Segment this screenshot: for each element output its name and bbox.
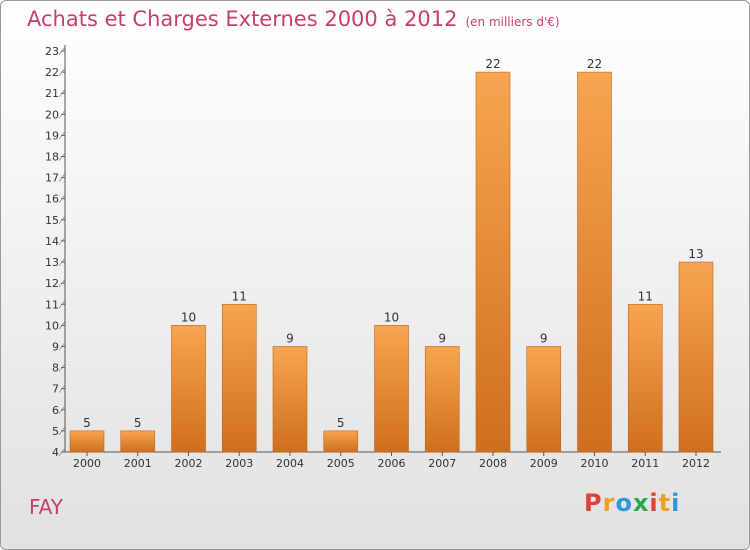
y-tick-slash xyxy=(58,215,66,225)
y-tick-label: 22 xyxy=(45,66,59,79)
value-label-2005: 5 xyxy=(337,416,345,430)
x-tick-label-2004: 2004 xyxy=(276,457,304,470)
y-tick-slash xyxy=(58,67,66,77)
value-label-2011: 11 xyxy=(638,289,653,303)
y-tick-slash xyxy=(58,342,66,351)
bar-2005 xyxy=(323,430,359,453)
bar-2010 xyxy=(577,71,612,453)
value-label-2009: 9 xyxy=(540,331,548,345)
logo-letter: i xyxy=(671,489,681,517)
y-tick-label: 20 xyxy=(45,108,59,121)
x-tick-label-2010: 2010 xyxy=(581,457,609,470)
y-tick-label: 16 xyxy=(45,193,59,206)
y-tick-slash xyxy=(58,278,66,288)
y-tick-slash xyxy=(58,321,66,330)
x-tick-label-2003: 2003 xyxy=(225,457,253,470)
value-label-2010: 22 xyxy=(587,57,602,71)
y-tick-label: 11 xyxy=(45,298,59,311)
y-tick-slash xyxy=(58,384,66,393)
bar-2008 xyxy=(475,71,511,453)
y-tick-slash xyxy=(58,300,66,309)
x-tick-label-2000: 2000 xyxy=(73,457,101,470)
x-tick-label-2006: 2006 xyxy=(378,457,406,470)
bar-2001 xyxy=(120,430,156,453)
y-tick-label: 4 xyxy=(52,446,59,459)
logo-letter: r xyxy=(602,489,616,517)
x-tick-label-2002: 2002 xyxy=(175,457,203,470)
bar-2009 xyxy=(526,346,562,453)
bar-2003 xyxy=(221,303,257,453)
y-tick-label: 5 xyxy=(52,425,59,438)
logo-letter: x xyxy=(632,489,650,517)
y-tick-label: 6 xyxy=(52,404,59,417)
chart-bars xyxy=(69,71,714,453)
y-tick-label: 10 xyxy=(45,319,59,332)
y-tick-slash xyxy=(58,447,66,457)
chart-axes: 4 5 6 7 8 9 10 11 12 13 14 15 16 17 18 19 20 21 22 23 xyxy=(45,45,721,459)
y-tick-label: 21 xyxy=(45,87,59,100)
bar-2004 xyxy=(272,346,308,453)
bar-2006 xyxy=(374,325,409,453)
logo-letter: o xyxy=(615,489,633,517)
y-tick-slash xyxy=(58,152,66,161)
x-tick-label-2001: 2001 xyxy=(124,457,152,470)
value-label-2012: 13 xyxy=(688,247,703,261)
chart-subtitle: (en milliers d'€) xyxy=(465,15,560,29)
y-tick-label: 19 xyxy=(45,129,59,142)
bar-2002 xyxy=(171,325,206,453)
y-tick-slash xyxy=(58,363,66,372)
y-tick-slash xyxy=(58,173,66,182)
bar-2007 xyxy=(424,346,460,453)
y-tick-label: 23 xyxy=(45,45,59,58)
value-label-2003: 11 xyxy=(232,289,247,303)
y-tick-slash xyxy=(58,46,66,56)
y-tick-slash xyxy=(58,405,66,414)
x-tick-label-2011: 2011 xyxy=(631,457,659,470)
x-tick-label-2005: 2005 xyxy=(327,457,355,470)
x-tick-label-2008: 2008 xyxy=(479,457,507,470)
bar-2011 xyxy=(627,303,663,453)
value-label-2000: 5 xyxy=(83,416,91,430)
y-tick-label: 9 xyxy=(52,340,59,353)
y-tick-slash xyxy=(58,89,66,98)
y-tick-label: 18 xyxy=(45,151,59,164)
logo-letter: i xyxy=(649,489,659,517)
value-label-2004: 9 xyxy=(286,331,294,345)
y-tick-label: 14 xyxy=(45,235,59,248)
y-tick-label: 12 xyxy=(45,277,59,290)
chart-title: Achats et Charges Externes 2000 à 2012 (e… xyxy=(27,7,560,31)
x-tick-label-2012: 2012 xyxy=(682,457,710,470)
commune-name: FAY xyxy=(29,495,64,519)
value-label-2007: 9 xyxy=(438,331,446,345)
x-tick-label-2009: 2009 xyxy=(530,457,558,470)
y-tick-label: 13 xyxy=(45,256,59,269)
x-tick-label-2007: 2007 xyxy=(428,457,456,470)
y-tick-slash xyxy=(58,257,66,267)
y-tick-slash xyxy=(58,426,66,436)
value-label-2006: 10 xyxy=(384,310,399,324)
y-tick-label: 15 xyxy=(45,214,59,227)
value-label-2001: 5 xyxy=(134,416,142,430)
y-tick-label: 8 xyxy=(52,362,59,375)
proxiti-logo: Proxiti xyxy=(584,489,680,517)
y-tick-label: 17 xyxy=(45,172,59,185)
bar-2012 xyxy=(678,261,714,453)
y-tick-slash xyxy=(58,236,66,246)
y-tick-slash xyxy=(58,110,66,119)
title-text: Achats et Charges Externes 2000 à 2012 xyxy=(27,7,458,31)
chart-labels: 5 2000 5 2001 10 2002 11 2003 9 2004 5 2005 10 2006 9 2… xyxy=(73,57,710,470)
value-label-2002: 10 xyxy=(181,310,196,324)
y-tick-slash xyxy=(58,194,66,203)
bar-2000 xyxy=(69,430,105,453)
value-label-2008: 22 xyxy=(485,57,500,71)
y-tick-label: 7 xyxy=(52,383,59,396)
logo-letter: t xyxy=(658,489,672,517)
y-tick-slash xyxy=(58,131,66,140)
logo-letter: P xyxy=(584,489,603,517)
